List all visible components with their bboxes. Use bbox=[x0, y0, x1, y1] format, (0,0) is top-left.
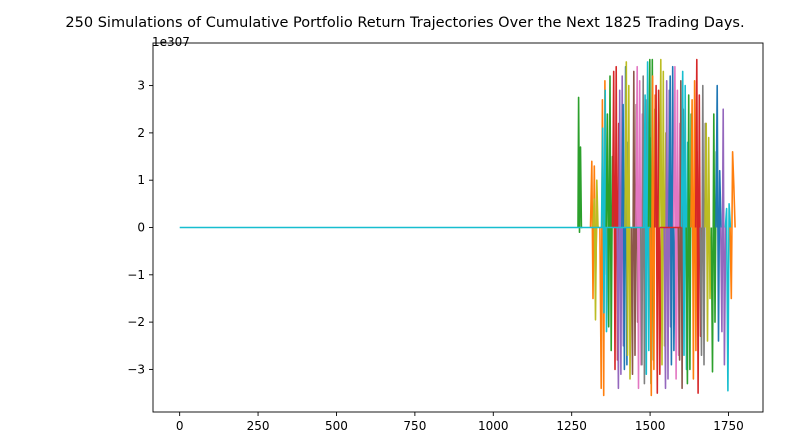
y-tick-label: −2 bbox=[127, 315, 145, 329]
series-line-19 bbox=[668, 65, 676, 366]
y-tick-label: 2 bbox=[137, 126, 145, 140]
series-line-16 bbox=[654, 84, 662, 394]
series-line-2 bbox=[592, 179, 599, 321]
series-line-30 bbox=[719, 108, 727, 366]
y-tick-label: 3 bbox=[137, 79, 145, 93]
series-line-32 bbox=[729, 151, 736, 300]
x-tick-label: 1000 bbox=[478, 419, 509, 433]
y-tick-label: −1 bbox=[127, 268, 145, 282]
x-tick-label: 1500 bbox=[635, 419, 666, 433]
y-tick-label: 0 bbox=[137, 221, 145, 235]
series-line-9 bbox=[624, 61, 633, 380]
x-tick-label: 250 bbox=[247, 419, 270, 433]
series-line-31 bbox=[724, 203, 732, 392]
series-line-27 bbox=[704, 122, 713, 342]
chart-title: 250 Simulations of Cumulative Portfolio … bbox=[65, 15, 744, 31]
x-tick-label: 750 bbox=[403, 419, 426, 433]
x-tick-label: 0 bbox=[176, 419, 184, 433]
plot-area: 0 250 500 750 1000 1250 1500 1750 −3 −2 −1 0 1 2 3 bbox=[127, 42, 764, 433]
x-tick-label: 500 bbox=[325, 419, 348, 433]
series-line-0 bbox=[577, 96, 583, 233]
series-lines bbox=[179, 58, 736, 397]
y-tick-label: 1 bbox=[137, 173, 145, 187]
x-tick-label: 1750 bbox=[713, 419, 744, 433]
series-line-7 bbox=[616, 75, 626, 390]
y-tick-label: −3 bbox=[127, 362, 145, 376]
series-line-29 bbox=[715, 84, 722, 342]
y-offset-label: 1e307 bbox=[152, 35, 190, 49]
x-tick-label: 1250 bbox=[556, 419, 587, 433]
series-line-4 bbox=[600, 89, 609, 333]
